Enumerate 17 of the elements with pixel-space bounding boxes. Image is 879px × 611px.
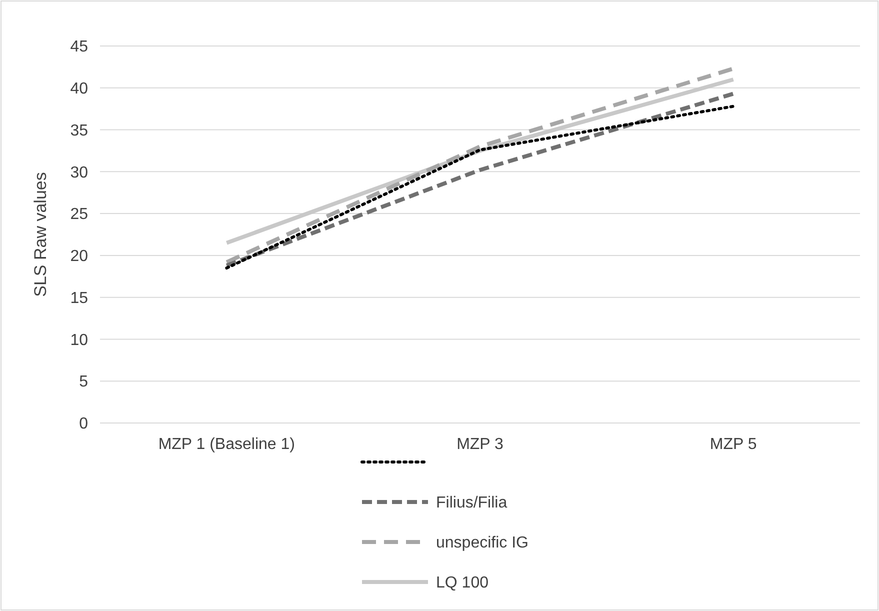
- legend-label: unspecific IG: [436, 534, 528, 552]
- x-tick-label: MZP 5: [710, 436, 757, 453]
- y-tick-label: 20: [70, 248, 88, 266]
- y-tick-label: 5: [79, 374, 88, 391]
- x-tick-label: MZP 3: [456, 436, 504, 453]
- y-tick-label: 30: [70, 164, 88, 182]
- y-axis-title: SLS Raw values: [31, 172, 50, 297]
- y-tick-label: 0: [79, 416, 88, 433]
- legend-label: Filius/Filia: [436, 494, 508, 512]
- y-tick-label: 15: [70, 290, 88, 307]
- y-tick-label: 25: [70, 206, 88, 224]
- y-tick-label: 40: [70, 80, 88, 98]
- x-tick-label: MZP 1 (Baseline 1): [158, 436, 295, 453]
- legend-label: LQ 100: [436, 574, 489, 592]
- y-tick-label: 45: [70, 38, 88, 56]
- y-tick-label: 35: [70, 122, 88, 140]
- y-tick-label: 10: [70, 332, 88, 349]
